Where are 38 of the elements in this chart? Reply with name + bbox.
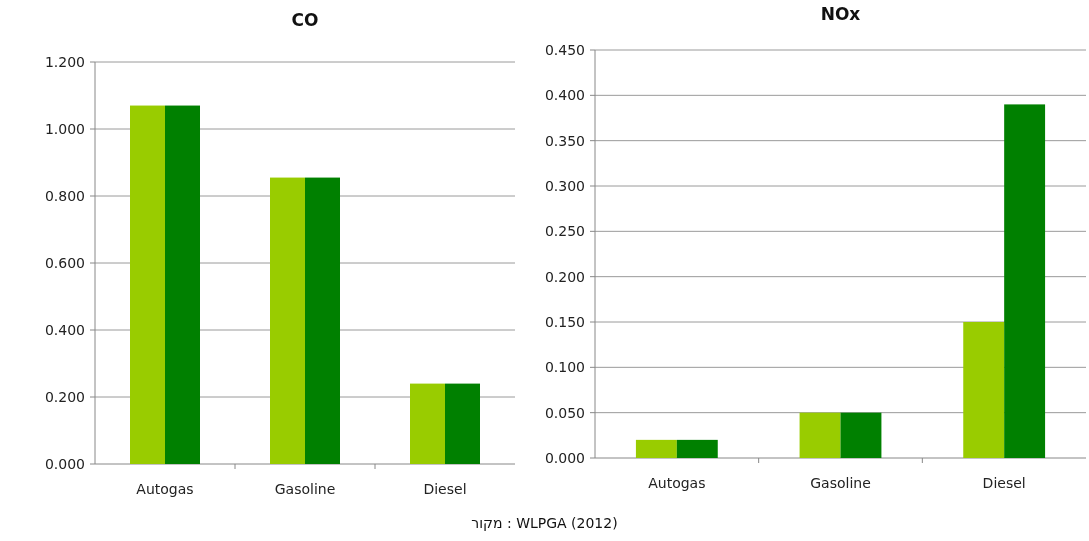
bar: [1004, 104, 1046, 458]
y-tick-label: 0.150: [544, 314, 585, 330]
bar: [270, 177, 305, 464]
y-tick-label: 0.100: [544, 359, 585, 376]
y-tick-label: 0.400: [44, 322, 85, 338]
y-tick-label: 0.300: [544, 178, 585, 194]
chart-title: CO: [291, 10, 319, 30]
bar: [840, 412, 882, 458]
x-tick-label: Gasoline: [810, 475, 871, 491]
y-tick-label: 0.050: [544, 404, 585, 421]
x-tick-label: Autogas: [136, 481, 194, 497]
bar: [410, 383, 445, 464]
bar: [676, 439, 718, 458]
chart-title: NOx: [820, 4, 861, 24]
bar: [445, 383, 480, 464]
y-tick-label: 0.200: [544, 268, 585, 285]
bar: [963, 322, 1005, 458]
bar: [165, 105, 200, 464]
y-tick-label: 1.200: [44, 54, 85, 70]
x-tick-label: Autogas: [648, 475, 706, 491]
x-tick-label: Gasoline: [274, 481, 336, 497]
x-tick-label: Diesel: [423, 481, 467, 497]
y-tick-label: 0.350: [544, 132, 585, 149]
y-tick-label: 0.000: [44, 456, 85, 472]
y-tick-label: 0.400: [544, 87, 585, 104]
bar: [635, 439, 677, 458]
y-tick-label: 0.000: [544, 450, 585, 466]
y-tick-label: 0.250: [544, 223, 585, 240]
y-tick-label: 0.600: [44, 255, 85, 271]
y-tick-label: 0.800: [44, 188, 85, 204]
bar: [130, 105, 165, 464]
bar: [305, 177, 340, 464]
text: מקור : WLPGA (2012): [471, 515, 618, 531]
y-tick-label: 0.200: [44, 389, 85, 405]
y-tick-label: 0.450: [544, 42, 585, 58]
y-tick-label: 1.000: [44, 121, 85, 137]
bar: [799, 412, 841, 458]
x-tick-label: Diesel: [982, 475, 1026, 491]
